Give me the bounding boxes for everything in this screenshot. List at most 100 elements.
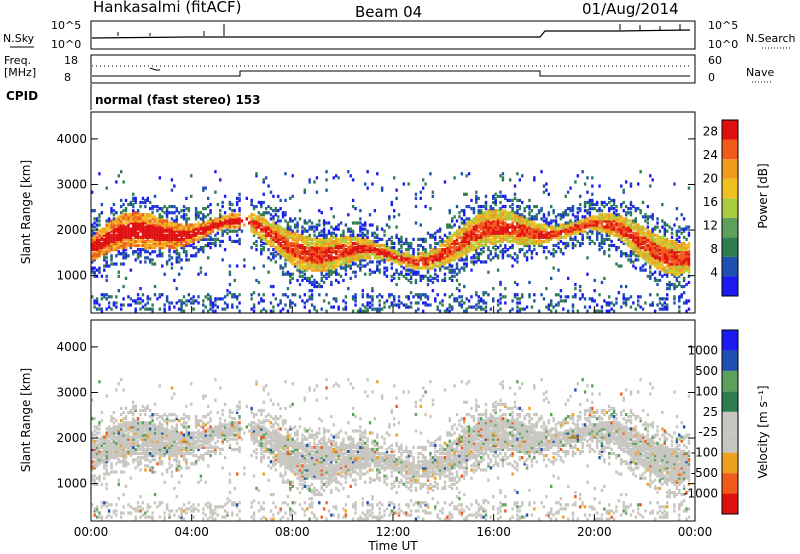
power-cell — [426, 295, 430, 299]
power-cell — [376, 254, 379, 258]
power-cell — [421, 239, 425, 244]
power-cell — [646, 235, 650, 239]
power-cell — [124, 217, 128, 221]
power-cell — [494, 196, 497, 200]
power-cell — [400, 270, 403, 274]
velocity-cell — [93, 482, 96, 486]
power-cell — [477, 213, 480, 217]
power-cell — [564, 225, 567, 229]
power-cell — [301, 256, 304, 260]
nave-dip — [149, 67, 160, 71]
power-cell — [455, 297, 459, 301]
power-cell — [678, 268, 681, 272]
power-cell — [419, 274, 422, 278]
power-cell — [303, 235, 307, 239]
power-cell — [545, 231, 548, 235]
power-cell — [487, 293, 490, 297]
power-cell — [634, 241, 637, 246]
power-cell — [364, 227, 367, 231]
power-cell — [122, 209, 125, 213]
power-cell — [214, 233, 217, 237]
power-cell — [484, 260, 488, 264]
power-cell — [226, 231, 229, 235]
power-cell — [388, 258, 391, 262]
power-cell — [605, 231, 609, 235]
power-cell — [115, 219, 118, 223]
power-cell — [458, 295, 461, 299]
power-cell — [385, 299, 389, 303]
power-cell — [132, 213, 135, 217]
power-cell — [453, 256, 456, 260]
power-cell — [450, 270, 454, 274]
power-cell — [245, 217, 249, 221]
power-cell — [516, 241, 519, 246]
power-cell — [673, 270, 676, 274]
power-cell — [562, 235, 565, 239]
power-cell — [148, 213, 152, 217]
power-cell — [484, 301, 488, 305]
y-tick-label: 1000 — [56, 269, 87, 283]
power-cell — [337, 258, 340, 262]
power-cell — [518, 241, 522, 246]
power-cell — [646, 254, 650, 258]
power-cell — [308, 252, 311, 256]
power-cell — [214, 170, 217, 174]
power-cell — [673, 284, 676, 289]
power-cell — [98, 248, 101, 252]
power-cell — [190, 301, 193, 305]
velocity-cell — [91, 456, 94, 460]
power-cell — [443, 293, 447, 297]
power-cell — [269, 235, 273, 239]
power-cell — [656, 225, 659, 229]
power-cell — [479, 305, 483, 309]
power-cell — [228, 202, 232, 207]
power-cell — [484, 204, 488, 209]
power-cell — [238, 217, 241, 221]
power-cell — [656, 250, 659, 254]
power-cell — [361, 250, 364, 254]
power-cell — [501, 252, 505, 256]
power-cell — [291, 233, 294, 237]
power-cell — [91, 268, 94, 272]
power-cell — [547, 233, 551, 237]
power-cell — [412, 272, 415, 276]
power-cell — [356, 233, 360, 237]
power-cell — [291, 258, 294, 262]
power-cell — [192, 237, 195, 241]
power-cell — [446, 252, 449, 256]
power-cell — [180, 239, 183, 244]
power-cell — [586, 256, 589, 260]
power-cell — [593, 202, 596, 207]
power-cell — [421, 301, 425, 305]
power-cell — [204, 295, 207, 299]
power-cell — [402, 256, 406, 260]
power-cell — [255, 172, 258, 176]
power-cell — [117, 219, 120, 223]
power-cell — [634, 239, 637, 244]
power-cell — [93, 248, 96, 252]
power-cell — [523, 233, 526, 237]
power-cell — [347, 241, 350, 246]
power-cell — [576, 215, 580, 219]
power-cell — [354, 250, 357, 254]
power-cell — [402, 258, 406, 262]
power-cell — [397, 254, 401, 258]
power-cell — [504, 213, 507, 217]
power-cell — [475, 291, 478, 295]
power-cell — [151, 217, 154, 221]
power-cell — [414, 256, 418, 260]
power-cell — [293, 258, 297, 262]
power-cell — [153, 233, 157, 237]
power-cell — [272, 223, 275, 227]
power-cell — [325, 239, 328, 244]
power-cell — [117, 237, 120, 241]
power-cell — [182, 225, 186, 229]
power-cell — [289, 256, 292, 260]
power-cell — [620, 231, 623, 235]
velocity-cell — [91, 417, 94, 421]
power-cell — [429, 278, 432, 283]
power-cell — [330, 207, 333, 211]
power-cell — [637, 237, 640, 241]
power-cell — [214, 225, 217, 229]
power-cell — [489, 225, 493, 229]
